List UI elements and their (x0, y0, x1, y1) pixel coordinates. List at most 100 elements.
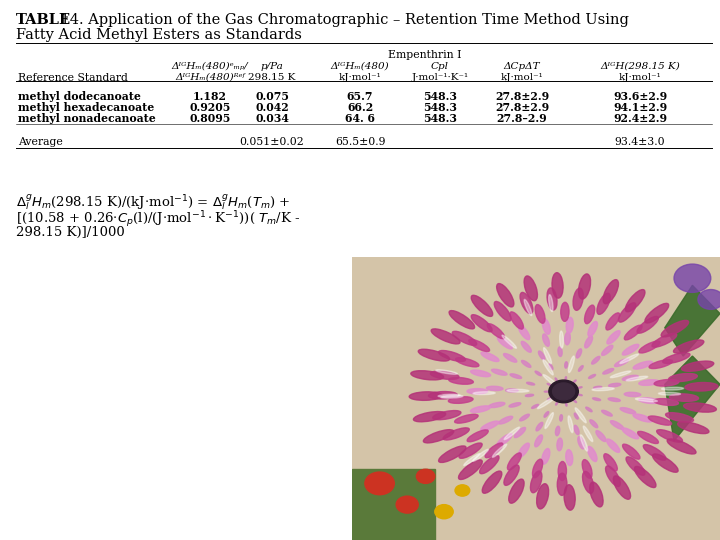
Ellipse shape (509, 479, 524, 503)
Ellipse shape (606, 466, 621, 487)
Ellipse shape (481, 421, 499, 430)
Ellipse shape (502, 335, 516, 348)
Ellipse shape (592, 388, 614, 391)
Text: 0.042: 0.042 (255, 102, 289, 113)
Ellipse shape (443, 428, 469, 440)
Text: methyl nonadecanoate: methyl nonadecanoate (18, 113, 156, 124)
Text: Average: Average (18, 137, 63, 147)
Ellipse shape (578, 387, 582, 388)
Circle shape (674, 264, 711, 292)
Ellipse shape (583, 426, 593, 442)
Ellipse shape (544, 348, 552, 364)
Circle shape (552, 383, 575, 400)
Ellipse shape (542, 449, 550, 464)
Ellipse shape (652, 454, 678, 472)
Ellipse shape (520, 292, 533, 314)
Ellipse shape (503, 354, 517, 362)
Ellipse shape (471, 370, 490, 377)
Ellipse shape (564, 332, 570, 345)
Text: 27.8±2.9: 27.8±2.9 (495, 91, 549, 102)
Ellipse shape (456, 357, 479, 367)
Ellipse shape (678, 422, 709, 434)
Ellipse shape (580, 435, 588, 451)
Text: kJ·mol⁻¹: kJ·mol⁻¹ (618, 73, 662, 82)
Ellipse shape (578, 394, 582, 396)
Ellipse shape (565, 403, 567, 406)
Ellipse shape (518, 325, 530, 340)
Ellipse shape (489, 402, 505, 408)
Ellipse shape (568, 356, 575, 373)
Ellipse shape (544, 391, 549, 392)
Ellipse shape (545, 413, 554, 429)
Ellipse shape (606, 439, 620, 453)
Text: 27.8±2.9: 27.8±2.9 (495, 102, 549, 113)
Ellipse shape (603, 368, 613, 374)
Ellipse shape (431, 371, 459, 380)
Ellipse shape (428, 392, 457, 399)
Ellipse shape (608, 383, 621, 387)
Ellipse shape (449, 377, 473, 384)
Ellipse shape (673, 340, 704, 353)
Ellipse shape (524, 299, 532, 315)
Ellipse shape (556, 402, 558, 405)
Ellipse shape (497, 434, 512, 446)
Ellipse shape (575, 413, 578, 419)
Ellipse shape (593, 398, 600, 401)
Ellipse shape (670, 394, 698, 401)
Text: 298.15 K: 298.15 K (248, 73, 296, 82)
Ellipse shape (574, 400, 577, 402)
Ellipse shape (582, 460, 592, 478)
Ellipse shape (543, 334, 549, 346)
Ellipse shape (471, 315, 492, 332)
Ellipse shape (521, 341, 531, 352)
Ellipse shape (510, 312, 523, 329)
Ellipse shape (418, 349, 449, 361)
Text: 66.2: 66.2 (347, 102, 373, 113)
Ellipse shape (454, 414, 478, 423)
Ellipse shape (508, 453, 521, 470)
Ellipse shape (577, 436, 585, 449)
Text: 65.7: 65.7 (347, 91, 373, 102)
Ellipse shape (411, 370, 444, 380)
Ellipse shape (613, 476, 631, 500)
Ellipse shape (449, 310, 474, 329)
Ellipse shape (505, 389, 518, 392)
Text: 92.4±2.9: 92.4±2.9 (613, 113, 667, 124)
Ellipse shape (645, 303, 669, 323)
Ellipse shape (539, 351, 545, 360)
Ellipse shape (633, 361, 652, 369)
Ellipse shape (549, 295, 553, 312)
Text: kJ·mol⁻¹: kJ·mol⁻¹ (500, 73, 544, 82)
Ellipse shape (543, 375, 559, 387)
Ellipse shape (566, 318, 573, 333)
Ellipse shape (459, 460, 482, 480)
Ellipse shape (531, 471, 542, 492)
Ellipse shape (637, 316, 658, 333)
Ellipse shape (518, 443, 529, 457)
Ellipse shape (639, 380, 660, 386)
Ellipse shape (504, 465, 519, 485)
Ellipse shape (568, 416, 573, 433)
Text: ΔᴵᴳHₘ(480): ΔᴵᴳHₘ(480) (330, 62, 390, 71)
Ellipse shape (509, 403, 521, 407)
Text: 1.182: 1.182 (193, 91, 227, 102)
Ellipse shape (586, 407, 592, 411)
Circle shape (416, 469, 435, 483)
Ellipse shape (578, 366, 583, 371)
Circle shape (698, 289, 720, 309)
Ellipse shape (498, 416, 513, 424)
Text: 548.3: 548.3 (423, 91, 457, 102)
Ellipse shape (574, 426, 579, 435)
Ellipse shape (473, 449, 488, 461)
Ellipse shape (542, 319, 550, 334)
Ellipse shape (536, 484, 549, 509)
Ellipse shape (552, 273, 563, 298)
Ellipse shape (582, 471, 594, 494)
Text: Cpl: Cpl (431, 62, 449, 71)
Ellipse shape (622, 375, 639, 381)
Text: Reference Standard: Reference Standard (18, 73, 128, 83)
Ellipse shape (433, 410, 461, 420)
Ellipse shape (510, 374, 521, 379)
Ellipse shape (413, 411, 446, 422)
Ellipse shape (639, 398, 660, 403)
